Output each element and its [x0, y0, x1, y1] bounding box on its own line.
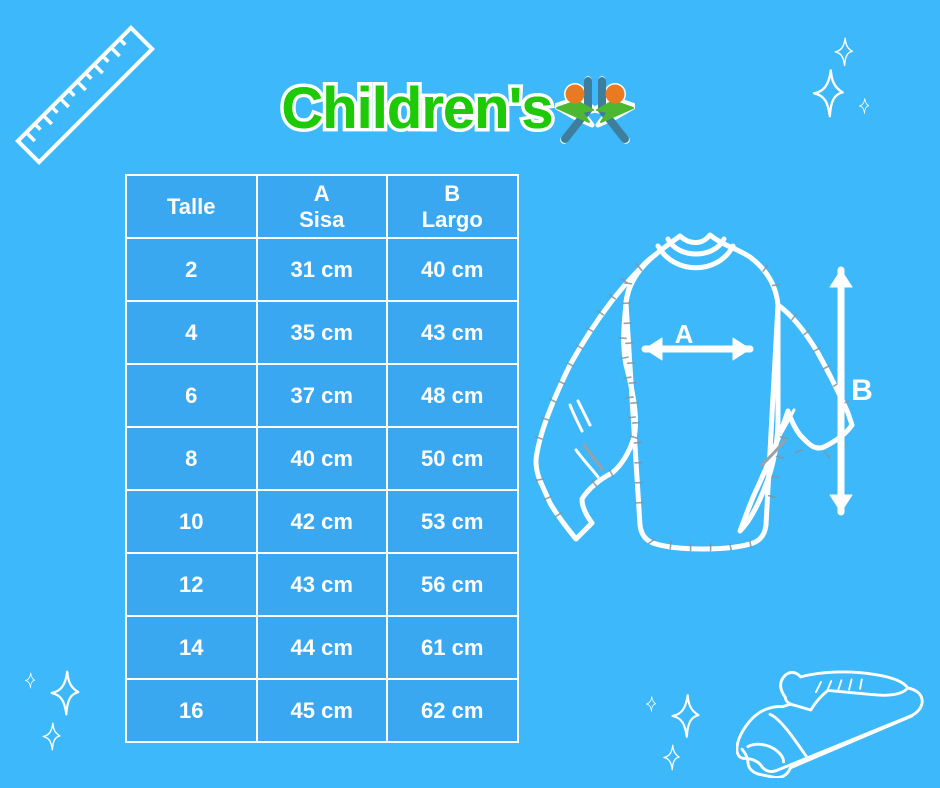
svg-text:A: A — [675, 319, 694, 349]
svg-text:B: B — [851, 374, 873, 407]
